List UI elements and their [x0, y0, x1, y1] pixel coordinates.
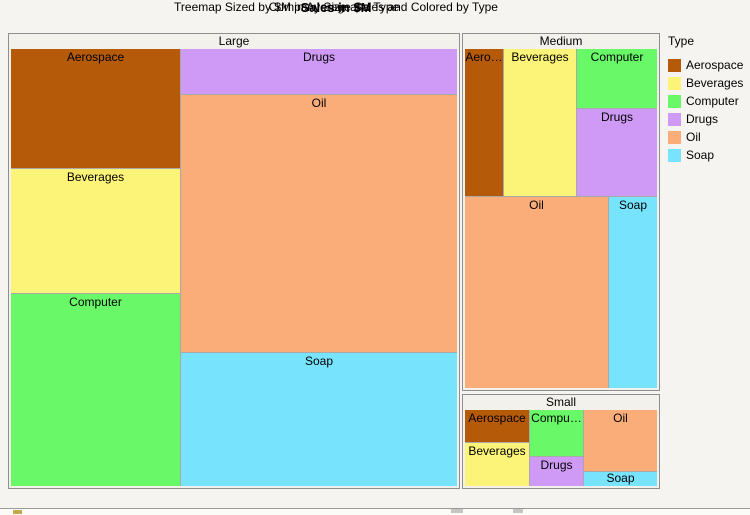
treemap-tile-large-oil[interactable]: Oil — [181, 95, 457, 352]
legend-swatch-computer — [668, 94, 681, 108]
tile-label: Aerospace — [66, 50, 125, 64]
tile-grid-small: Aerospace Beverages Compu… Drugs Oil Soa… — [465, 410, 657, 486]
treemap-tile-large-drugs[interactable]: Drugs — [181, 49, 457, 94]
tile-label: Beverages — [66, 170, 125, 184]
tile-label: Soap — [304, 354, 334, 368]
legend-label: Oil — [686, 130, 701, 144]
tile-label: Beverages — [468, 444, 526, 458]
legend-label: Aerospace — [686, 58, 744, 72]
group-box-medium: Medium Aero… Beverages Computer Drugs Oi… — [462, 33, 660, 391]
tile-label: Soap — [606, 472, 635, 485]
group-header-small: Small — [545, 395, 576, 409]
legend: Type Aerospace Beverages Computer Drugs … — [668, 34, 748, 164]
legend-item-drugs[interactable]: Drugs — [668, 110, 748, 128]
group-axis-label: Company Size and Type — [268, 0, 400, 14]
legend-label: Drugs — [686, 112, 719, 126]
tile-grid-large: Aerospace Beverages Computer Drugs Oil S… — [11, 49, 457, 486]
tile-label: Computer — [69, 295, 122, 309]
tile-label: Soap — [618, 198, 648, 212]
chart-title: Sales in $M — [300, 0, 372, 15]
legend-swatch-drugs — [668, 112, 681, 126]
legend-swatch-aerospace — [668, 58, 681, 72]
legend-label: Computer — [686, 94, 739, 108]
treemap-tile-large-soap[interactable]: Soap — [181, 353, 457, 486]
legend-swatch-oil — [668, 130, 681, 144]
treemap-tile-small-drugs[interactable]: Drugs — [530, 457, 583, 486]
tile-label: Drugs — [302, 50, 335, 64]
treemap-tile-small-beverages[interactable]: Beverages — [465, 443, 529, 486]
chart-subtitle: Treemap Sized by $M in Average Sales and… — [174, 0, 498, 14]
treemap-tile-small-computer[interactable]: Compu… — [530, 410, 583, 456]
treemap-tile-small-oil[interactable]: Oil — [584, 410, 657, 471]
tile-label: Compu… — [531, 411, 582, 425]
tile-label: Drugs — [540, 458, 573, 472]
legend-label: Beverages — [686, 76, 744, 90]
window-edge-strip — [0, 508, 750, 515]
treemap-tile-large-computer[interactable]: Computer — [11, 294, 180, 486]
legend-item-computer[interactable]: Computer — [668, 92, 748, 110]
group-box-large: Large Aerospace Beverages Computer Drugs… — [8, 33, 460, 489]
treemap-tile-small-soap[interactable]: Soap — [584, 472, 657, 486]
treemap-tile-small-aerospace[interactable]: Aerospace — [465, 410, 529, 442]
treemap-tile-medium-computer[interactable]: Computer — [577, 49, 657, 108]
tile-label: Aerospace — [468, 411, 526, 425]
legend-swatch-soap — [668, 148, 681, 162]
legend-item-aerospace[interactable]: Aerospace — [668, 56, 748, 74]
window-edge-artifact — [451, 509, 463, 513]
treemap-tile-medium-beverages[interactable]: Beverages — [504, 49, 576, 196]
tile-label: Oil — [529, 198, 544, 212]
tile-label: Aero… — [465, 50, 503, 64]
legend-label: Soap — [686, 148, 715, 162]
treemap-tile-medium-aerospace[interactable]: Aero… — [465, 49, 503, 196]
tile-label: Oil — [311, 96, 327, 110]
treemap-tile-medium-drugs[interactable]: Drugs — [577, 109, 657, 196]
tile-label: Drugs — [600, 110, 633, 124]
window-edge-artifact — [513, 509, 523, 513]
legend-item-oil[interactable]: Oil — [668, 128, 748, 146]
treemap-tile-medium-soap[interactable]: Soap — [609, 197, 657, 388]
legend-swatch-beverages — [668, 76, 681, 90]
legend-item-soap[interactable]: Soap — [668, 146, 748, 164]
group-box-small: Small Aerospace Beverages Compu… Drugs O… — [462, 394, 660, 489]
tile-grid-medium: Aero… Beverages Computer Drugs Oil Soap — [465, 49, 657, 388]
tile-label: Oil — [613, 411, 628, 425]
tile-label: Computer — [590, 50, 644, 64]
treemap-tile-large-beverages[interactable]: Beverages — [11, 169, 180, 293]
group-header-large: Large — [218, 34, 250, 48]
window-edge-artifact — [13, 510, 22, 514]
tile-label: Beverages — [511, 50, 569, 64]
group-header-medium: Medium — [539, 34, 583, 48]
treemap-tile-large-aerospace[interactable]: Aerospace — [11, 49, 180, 168]
legend-title: Type — [668, 34, 695, 48]
treemap-tile-medium-oil[interactable]: Oil — [465, 197, 608, 388]
legend-item-beverages[interactable]: Beverages — [668, 74, 748, 92]
